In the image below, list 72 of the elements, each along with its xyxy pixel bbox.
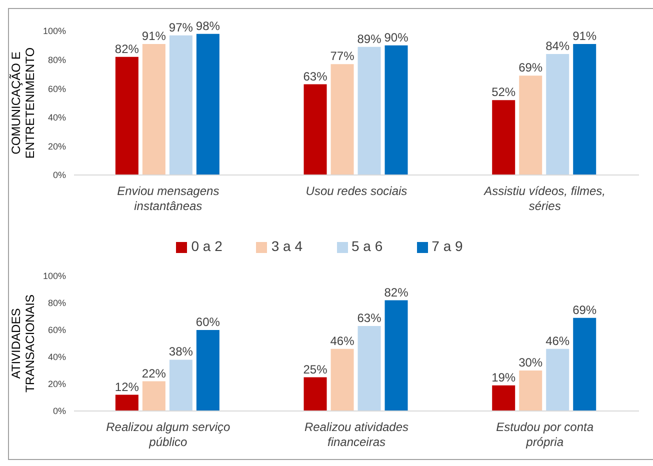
y-tick-label: 80%: [48, 54, 66, 65]
bar: [115, 394, 138, 411]
bar: [519, 76, 542, 175]
legend-label: 0 a 2: [191, 238, 222, 254]
bar: [519, 370, 542, 411]
x-tick-label: Realizou atividades financeiras: [304, 420, 409, 449]
data-label: 82%: [384, 285, 409, 300]
data-label: 46%: [330, 334, 355, 348]
y-tick-label: 100%: [42, 271, 66, 282]
y-axis-title: COMUNICAÇÃO E ENTRETENIMENTO: [9, 47, 37, 159]
y-tick-label: 0%: [52, 170, 66, 180]
data-label: 77%: [330, 49, 355, 64]
data-label: 84%: [546, 39, 570, 54]
y-tick-label: 0%: [52, 406, 66, 416]
legend-label: 3 a 4: [271, 238, 302, 254]
bar: [330, 64, 354, 175]
x-tick-label: Realizou algum serviço público: [106, 420, 231, 449]
y-tick-label: 100%: [42, 26, 66, 36]
x-tick-label: Estudou por conta própria: [496, 420, 594, 449]
x-tick-label: Assistiu vídeos, filmes, séries: [483, 184, 606, 213]
bar: [492, 385, 516, 411]
bar: [546, 54, 570, 175]
data-label: 89%: [357, 32, 382, 46]
data-label: 69%: [572, 302, 597, 317]
bar: [304, 84, 327, 175]
y-tick-label: 40%: [48, 112, 66, 123]
data-label: 46%: [546, 334, 570, 348]
bar: [196, 330, 220, 411]
y-tick-label: 40%: [48, 352, 66, 362]
data-label: 90%: [384, 30, 409, 44]
legend-label: 5 a 6: [352, 238, 383, 254]
x-tick-label: Enviou mensagens instantâneas: [117, 184, 220, 213]
data-label: 22%: [142, 366, 166, 380]
bar: [358, 46, 381, 175]
bar: [330, 348, 354, 411]
bar: [142, 44, 166, 175]
data-label: 63%: [357, 310, 382, 325]
y-tick-label: 80%: [48, 298, 66, 308]
bar: [546, 348, 570, 411]
bar: [573, 318, 596, 411]
data-label: 52%: [492, 85, 516, 100]
x-tick-label: Usou redes sociais: [306, 184, 408, 198]
bar: [358, 326, 381, 411]
data-label: 38%: [168, 344, 194, 359]
y-tick-label: 20%: [48, 141, 66, 152]
bar: [115, 56, 138, 175]
data-label: 91%: [142, 28, 166, 43]
y-tick-label: 60%: [48, 325, 66, 336]
data-label: 25%: [303, 362, 328, 376]
data-label: 82%: [114, 42, 140, 56]
bar: [142, 381, 166, 411]
bar: [304, 377, 327, 411]
bar: [169, 35, 192, 175]
data-label: 12%: [114, 380, 140, 394]
data-label: 63%: [303, 69, 328, 84]
bar: [384, 300, 408, 411]
y-axis-title: ATIVIDADES TRANSACIONAIS: [9, 294, 37, 393]
y-tick-label: 60%: [48, 84, 66, 94]
y-tick-label: 20%: [48, 379, 66, 390]
data-label: 30%: [518, 356, 543, 370]
bar: [573, 44, 596, 175]
data-label: 60%: [196, 315, 220, 329]
data-label: 97%: [168, 20, 194, 34]
data-label: 98%: [196, 18, 220, 33]
legend-label: 7 a 9: [432, 238, 463, 254]
bar: [384, 45, 408, 175]
bar: [492, 100, 516, 175]
data-label: 69%: [518, 60, 543, 75]
data-label: 19%: [492, 370, 516, 384]
bar: [169, 360, 192, 411]
data-label: 91%: [572, 28, 597, 43]
bar: [196, 34, 220, 175]
